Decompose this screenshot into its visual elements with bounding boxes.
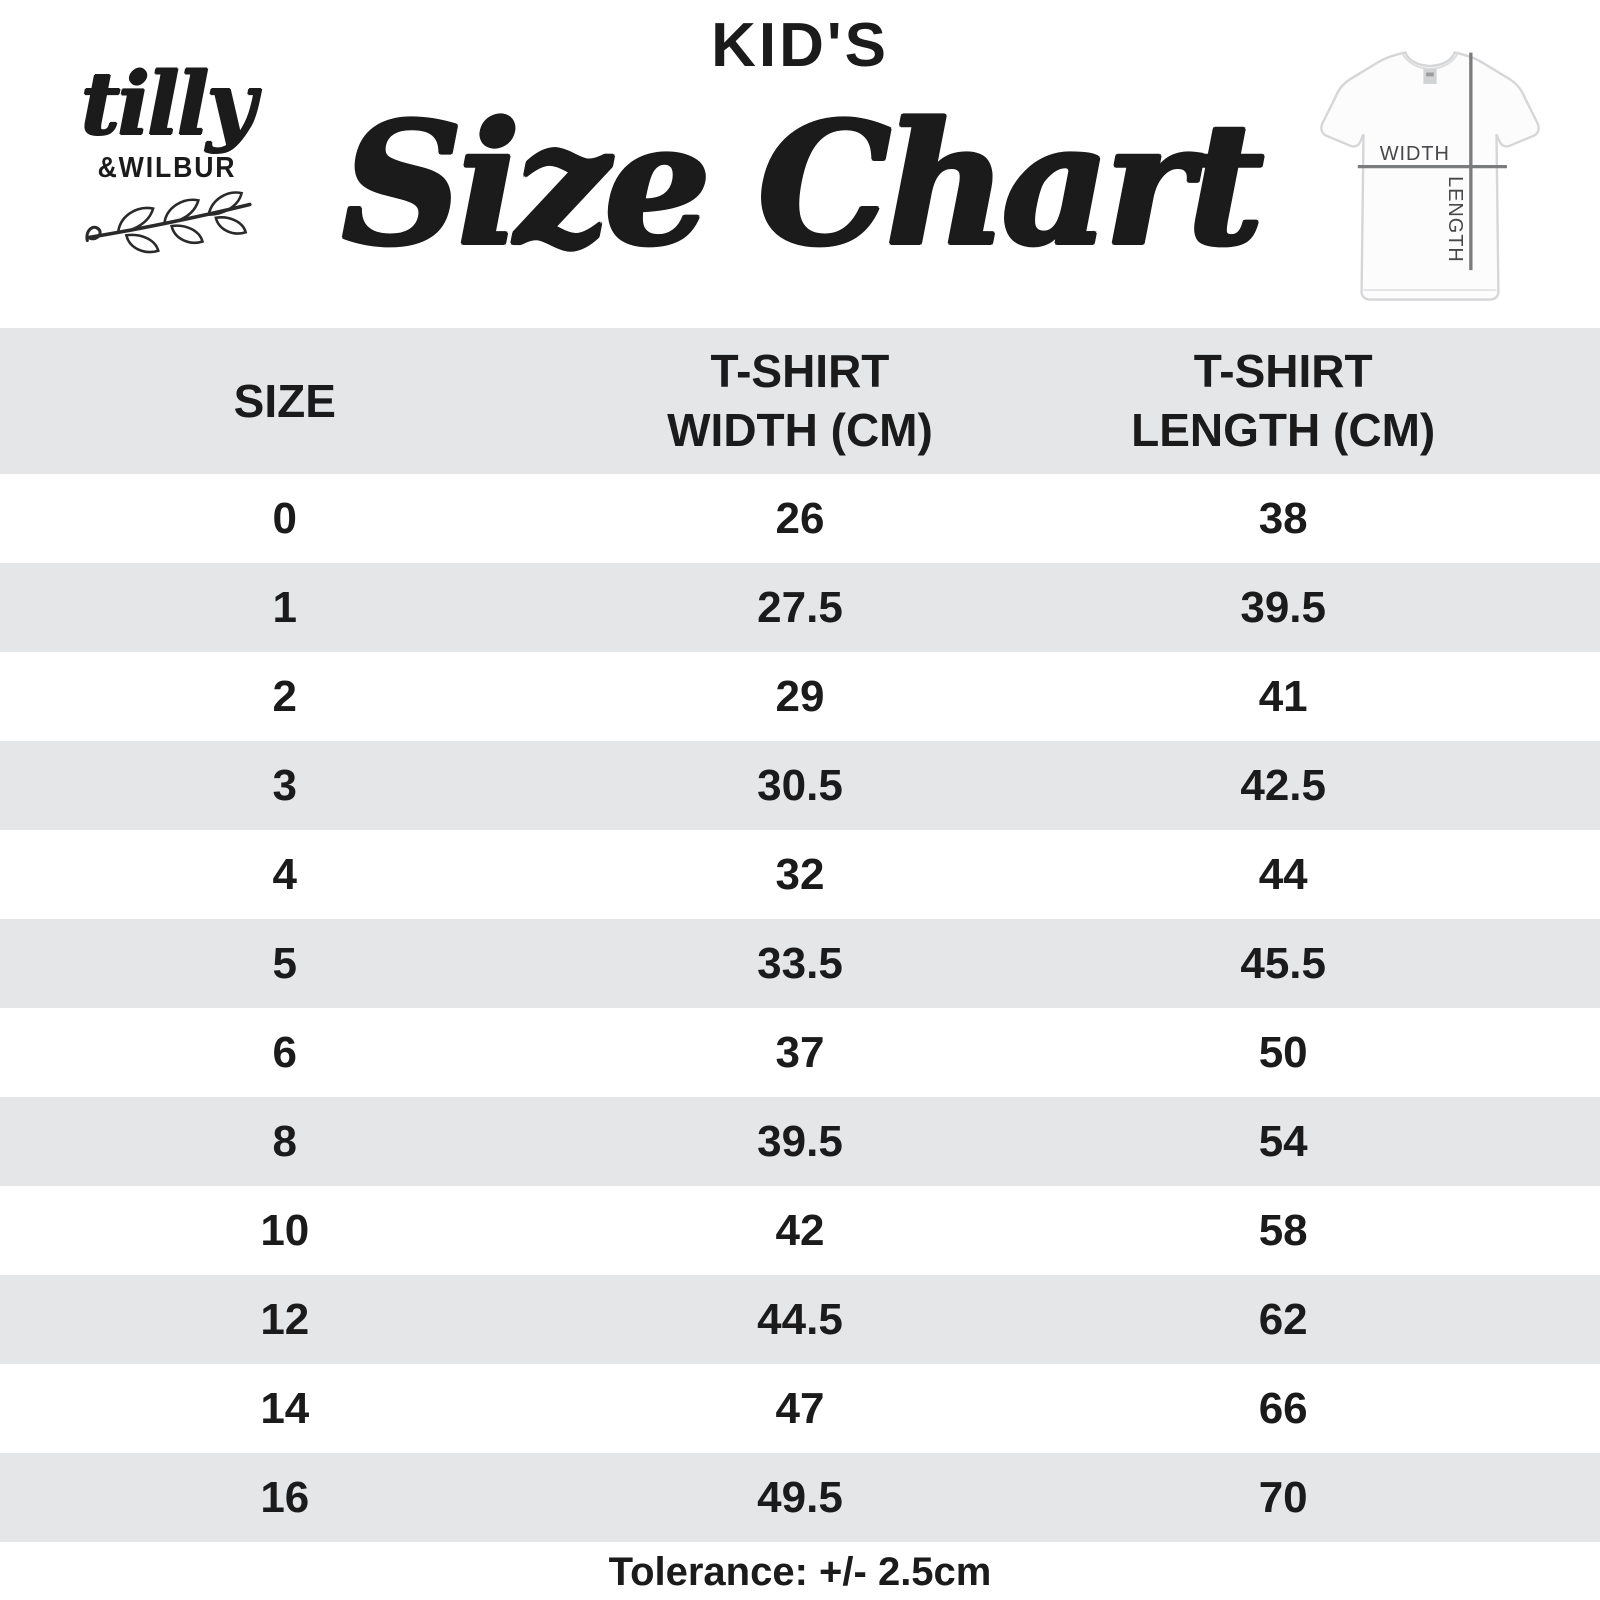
table-cell: 49.5 — [757, 1472, 843, 1522]
table-cell: 26 — [775, 493, 825, 543]
table-cell: 12 — [260, 1294, 310, 1344]
table-cell: 8 — [272, 1116, 298, 1166]
page-title: Size Chart — [341, 85, 1265, 283]
table-cell: 39.5 — [1240, 582, 1326, 632]
table-cell: 44.5 — [757, 1294, 843, 1344]
table-cell: 6 — [272, 1027, 298, 1077]
width-label: WIDTH — [1380, 143, 1450, 165]
table-row: 14 47 66 — [0, 1364, 1600, 1453]
table-row: 12 44.5 62 — [0, 1275, 1600, 1364]
table-cell: 10 — [260, 1205, 310, 1255]
column-header-length: T-SHIRT LENGTH (CM) — [1131, 345, 1436, 456]
table-row: 5 33.5 45.5 — [0, 919, 1600, 1008]
length-label: LENGTH — [1444, 176, 1466, 263]
table-cell: 33.5 — [757, 938, 843, 988]
table-header-row: SIZE T-SHIRT WIDTH (CM) T-SHIRT LENGTH (… — [0, 328, 1600, 474]
table-cell: 0 — [272, 493, 298, 543]
brand-name-script: tilly — [80, 54, 257, 155]
table-row: 8 39.5 54 — [0, 1097, 1600, 1186]
size-table: SIZE T-SHIRT WIDTH (CM) T-SHIRT LENGTH (… — [0, 328, 1600, 1542]
table-cell: 41 — [1258, 671, 1308, 721]
table-cell: 2 — [272, 671, 298, 721]
brand-logo: tilly &WILBUR — [62, 62, 272, 263]
table-cell: 16 — [260, 1472, 310, 1522]
column-header-width: T-SHIRT WIDTH (CM) — [667, 345, 933, 456]
tshirt-icon — [1320, 51, 1540, 301]
table-row: 6 37 50 — [0, 1008, 1600, 1097]
table-cell: 29 — [775, 671, 825, 721]
table-cell: 5 — [272, 938, 298, 988]
table-cell: 32 — [775, 849, 825, 899]
table-cell: 30.5 — [757, 760, 843, 810]
header-kicker: KID'S — [711, 11, 889, 80]
table-cell: 54 — [1258, 1116, 1308, 1166]
table-row: 4 32 44 — [0, 830, 1600, 919]
tolerance-note: Tolerance: +/- 2.5cm — [608, 1550, 992, 1594]
table-cell: 70 — [1258, 1472, 1308, 1522]
table-cell: 62 — [1258, 1294, 1308, 1344]
table-row: 0 26 38 — [0, 474, 1600, 563]
table-cell: 3 — [272, 760, 298, 810]
table-cell: 27.5 — [757, 582, 843, 632]
table-cell: 45.5 — [1240, 938, 1326, 988]
column-header-size: SIZE — [233, 374, 336, 427]
table-cell: 39.5 — [757, 1116, 843, 1166]
table-cell: 42 — [775, 1205, 825, 1255]
table-cell: 42.5 — [1240, 760, 1326, 810]
table-cell: 1 — [272, 582, 298, 632]
page-header: tilly &WILBUR KID'S Size Chart — [0, 0, 1600, 328]
table-cell: 47 — [775, 1383, 825, 1433]
table-row: 10 42 58 — [0, 1186, 1600, 1275]
table-cell: 14 — [260, 1383, 310, 1433]
tshirt-measurement-diagram: WIDTH LENGTH — [1316, 42, 1544, 314]
table-cell: 4 — [272, 849, 298, 899]
table-row: 2 29 41 — [0, 652, 1600, 741]
table-cell: 66 — [1258, 1383, 1308, 1433]
brand-name-caps: &WILBUR — [97, 152, 237, 184]
laurel-branch-icon — [62, 189, 272, 263]
table-cell: 58 — [1258, 1205, 1308, 1255]
table-row: 1 27.5 39.5 — [0, 563, 1600, 652]
table-cell: 50 — [1258, 1027, 1308, 1077]
table-cell: 44 — [1258, 849, 1308, 899]
table-row: 3 30.5 42.5 — [0, 741, 1600, 830]
table-cell: 37 — [775, 1027, 825, 1077]
table-cell: 38 — [1258, 493, 1308, 543]
table-row: 16 49.5 70 — [0, 1453, 1600, 1542]
size-table-body: 0 26 38 1 27.5 39.5 2 29 41 3 30.5 42.5 4 32 44 5 33.5 45… — [0, 474, 1600, 1542]
